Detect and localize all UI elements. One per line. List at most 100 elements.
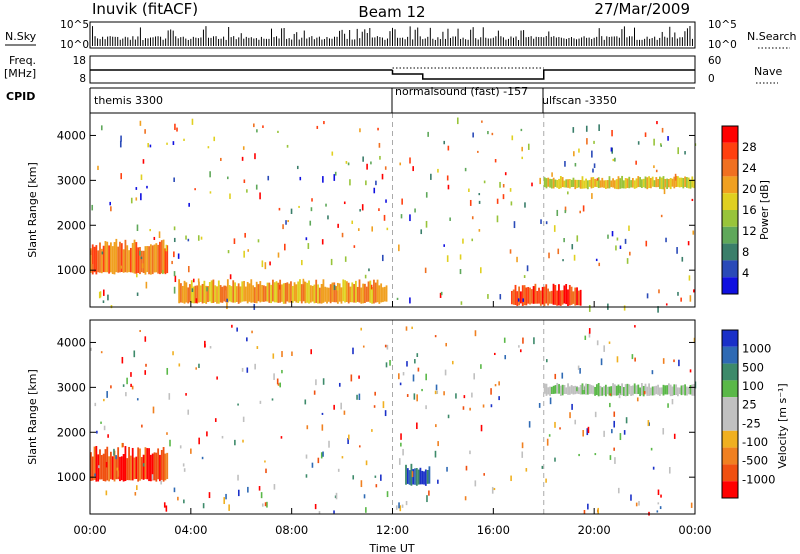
sparse-echo [98, 465, 100, 469]
data-block [516, 291, 519, 307]
sparse-echo [264, 262, 267, 270]
sparse-echo [194, 188, 196, 191]
sparse-echo [471, 216, 474, 220]
data-block [597, 382, 600, 397]
data-block [253, 287, 256, 303]
sparse-echo [487, 294, 489, 299]
sparse-echo [120, 173, 123, 180]
data-block [624, 384, 627, 397]
data-block [626, 178, 629, 188]
sparse-echo [187, 265, 190, 273]
colorbar-cell [722, 159, 738, 177]
sparse-echo [204, 343, 206, 348]
sparse-echo [185, 235, 187, 240]
sparse-echo [209, 191, 212, 194]
sparse-echo [516, 256, 518, 263]
data-block [345, 281, 348, 303]
data-block [565, 179, 568, 188]
sparse-echo [414, 359, 416, 364]
sparse-echo [663, 187, 666, 195]
data-block [678, 387, 681, 395]
sparse-echo [255, 184, 258, 190]
sparse-echo [610, 147, 613, 152]
sparse-echo [120, 265, 122, 269]
sparse-echo [305, 474, 308, 478]
sparse-echo [644, 132, 647, 137]
sparse-echo [401, 198, 403, 205]
data-block [594, 178, 596, 187]
colorbar-cell [722, 193, 738, 210]
data-block [146, 448, 149, 480]
power-data [90, 113, 697, 313]
data-block [149, 244, 152, 275]
sparse-echo [286, 144, 289, 148]
data-block [129, 247, 132, 273]
data-block [639, 387, 641, 397]
sparse-echo [399, 162, 402, 166]
data-block [630, 180, 632, 188]
data-block [306, 282, 309, 303]
sparse-echo [173, 251, 175, 258]
data-block [608, 386, 611, 396]
freq-line [391, 69, 695, 80]
sparse-echo [301, 259, 303, 266]
sparse-echo [525, 468, 528, 472]
data-block [164, 453, 167, 481]
sparse-echo [579, 368, 581, 374]
y-tick-label: 4000 [57, 335, 86, 349]
sparse-echo [634, 357, 636, 362]
sparse-echo [630, 494, 632, 501]
data-block [552, 283, 555, 305]
data-block [415, 468, 418, 486]
sparse-echo [173, 271, 176, 277]
data-block [577, 387, 580, 395]
data-block [604, 384, 607, 397]
sparse-echo [483, 180, 486, 184]
data-block [378, 285, 381, 304]
sparse-echo [598, 262, 601, 267]
sparse-echo [333, 174, 336, 181]
sparse-echo [414, 208, 416, 213]
y-tick-label: 4000 [57, 128, 86, 142]
sparse-echo [474, 480, 477, 487]
sparse-echo [614, 157, 616, 162]
sparse-echo [139, 120, 142, 126]
sparse-echo [427, 131, 429, 137]
sparse-echo [340, 402, 342, 410]
y-tick-label: 3000 [57, 173, 86, 187]
data-block [246, 281, 249, 304]
data-block [146, 246, 149, 273]
sparse-echo [368, 268, 370, 272]
sparse-echo [177, 496, 179, 501]
sparse-echo [578, 148, 580, 153]
sparse-echo [208, 492, 211, 499]
data-block [414, 468, 416, 485]
sparse-echo [100, 421, 102, 424]
sparse-echo [242, 146, 245, 150]
sparse-echo [412, 166, 414, 172]
data-block [417, 469, 420, 485]
sparse-echo [596, 340, 599, 346]
sparse-echo [554, 373, 557, 380]
sparse-echo [400, 214, 403, 219]
sparse-echo [462, 406, 465, 410]
sparse-echo [234, 439, 236, 446]
data-block [166, 452, 169, 479]
data-block [327, 287, 330, 302]
data-block [617, 176, 620, 190]
data-block [293, 282, 296, 302]
sparse-echo [105, 461, 108, 468]
sparse-echo [177, 253, 180, 259]
sparse-echo [237, 403, 239, 406]
colorbar-tick-label: 500 [742, 360, 764, 374]
sparse-echo [247, 249, 250, 252]
data-block [365, 286, 368, 302]
sparse-echo [456, 117, 459, 125]
sparse-echo [693, 289, 695, 293]
data-block [133, 239, 136, 274]
data-block [181, 285, 184, 303]
data-block [565, 387, 568, 394]
data-block [205, 285, 208, 304]
data-block [349, 286, 352, 303]
data-block [693, 384, 695, 396]
